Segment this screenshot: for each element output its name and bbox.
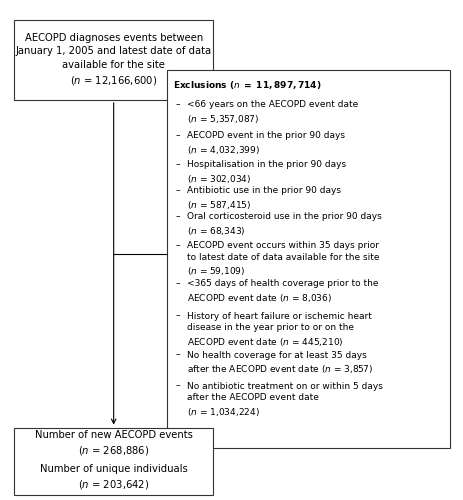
Bar <box>167 70 449 448</box>
Text: AECOPD diagnoses events between
January 1, 2005 and latest date of data
availabl: AECOPD diagnoses events between January … <box>16 33 211 87</box>
Text: –: – <box>175 382 180 390</box>
Bar <box>14 428 213 495</box>
Text: –: – <box>175 350 180 360</box>
Text: –: – <box>175 100 180 109</box>
Bar <box>14 20 213 100</box>
Text: $\mathbf{Exclusions\ (}$$\mathit{n}$$\mathbf{\ =\ 11,897,714)}$: $\mathbf{Exclusions\ (}$$\mathit{n}$$\ma… <box>173 79 321 91</box>
Text: AECOPD event in the prior 90 days
($n$ = 4,032,399): AECOPD event in the prior 90 days ($n$ =… <box>186 131 344 156</box>
Text: No antibiotic treatment on or within 5 days
after the AECOPD event date
($n$ = 1: No antibiotic treatment on or within 5 d… <box>186 382 382 418</box>
Text: –: – <box>175 186 180 195</box>
Text: Oral corticosteroid use in the prior 90 days
($n$ = 68,343): Oral corticosteroid use in the prior 90 … <box>186 212 381 236</box>
Text: –: – <box>175 312 180 320</box>
Text: <365 days of health coverage prior to the
AECOPD event date ($n$ = 8,036): <365 days of health coverage prior to th… <box>186 279 377 303</box>
Text: Number of unique individuals
($n$ = 203,642): Number of unique individuals ($n$ = 203,… <box>40 464 187 491</box>
Text: –: – <box>175 279 180 288</box>
Text: <66 years on the AECOPD event date
($n$ = 5,357,087): <66 years on the AECOPD event date ($n$ … <box>186 100 357 124</box>
Text: Antibiotic use in the prior 90 days
($n$ = 587,415): Antibiotic use in the prior 90 days ($n$… <box>186 186 340 210</box>
Text: –: – <box>175 241 180 250</box>
Text: Hospitalisation in the prior 90 days
($n$ = 302,034): Hospitalisation in the prior 90 days ($n… <box>186 160 345 184</box>
Text: History of heart failure or ischemic heart
disease in the year prior to or on th: History of heart failure or ischemic hea… <box>186 312 370 348</box>
Text: –: – <box>175 212 180 221</box>
Text: –: – <box>175 131 180 140</box>
Text: AECOPD event occurs within 35 days prior
to latest date of data available for th: AECOPD event occurs within 35 days prior… <box>186 241 378 278</box>
Text: Number of new AECOPD events
($n$ = 268,886): Number of new AECOPD events ($n$ = 268,8… <box>35 430 192 457</box>
Text: No health coverage for at least 35 days
after the AECOPD event date ($n$ = 3,857: No health coverage for at least 35 days … <box>186 350 372 375</box>
Text: –: – <box>175 160 180 169</box>
